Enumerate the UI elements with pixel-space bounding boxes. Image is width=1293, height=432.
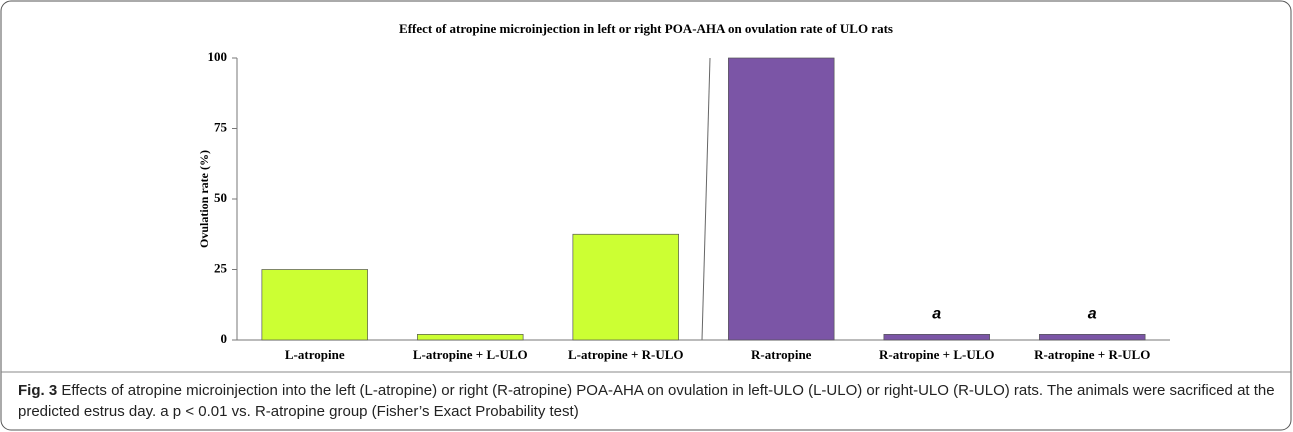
annotation: a <box>932 306 941 323</box>
bar <box>417 334 524 341</box>
x-tick-label: R-atropine <box>751 347 812 362</box>
caption-text: Effects of atropine microinjection into … <box>18 382 1275 420</box>
y-tick-label: 25 <box>214 260 228 275</box>
divider <box>701 57 711 341</box>
caption-label: Fig. 3 <box>18 382 58 399</box>
bar <box>572 233 679 341</box>
x-tick-label: R-atropine + L-ULO <box>879 347 995 362</box>
y-tick-label: 50 <box>214 190 227 205</box>
y-tick-label: 0 <box>221 331 228 346</box>
x-tick-label: R-atropine + R-ULO <box>1034 347 1150 362</box>
annotation: a <box>1088 306 1097 323</box>
y-axis-label: Ovulation rate (%) <box>197 150 211 248</box>
y-tick-label: 75 <box>214 119 228 134</box>
caption: Fig. 3 Effects of atropine microinjectio… <box>18 380 1280 422</box>
x-tick-label: L-atropine <box>285 347 345 362</box>
y-tick-label: 100 <box>208 49 228 64</box>
bar <box>883 334 990 341</box>
bar <box>728 57 835 341</box>
bar <box>261 269 368 341</box>
bar <box>1039 334 1146 341</box>
x-tick-label: L-atropine + R-ULO <box>568 347 684 362</box>
chart-title: Effect of atropine microinjection in lef… <box>399 21 893 36</box>
x-tick-label: L-atropine + L-ULO <box>413 347 528 362</box>
